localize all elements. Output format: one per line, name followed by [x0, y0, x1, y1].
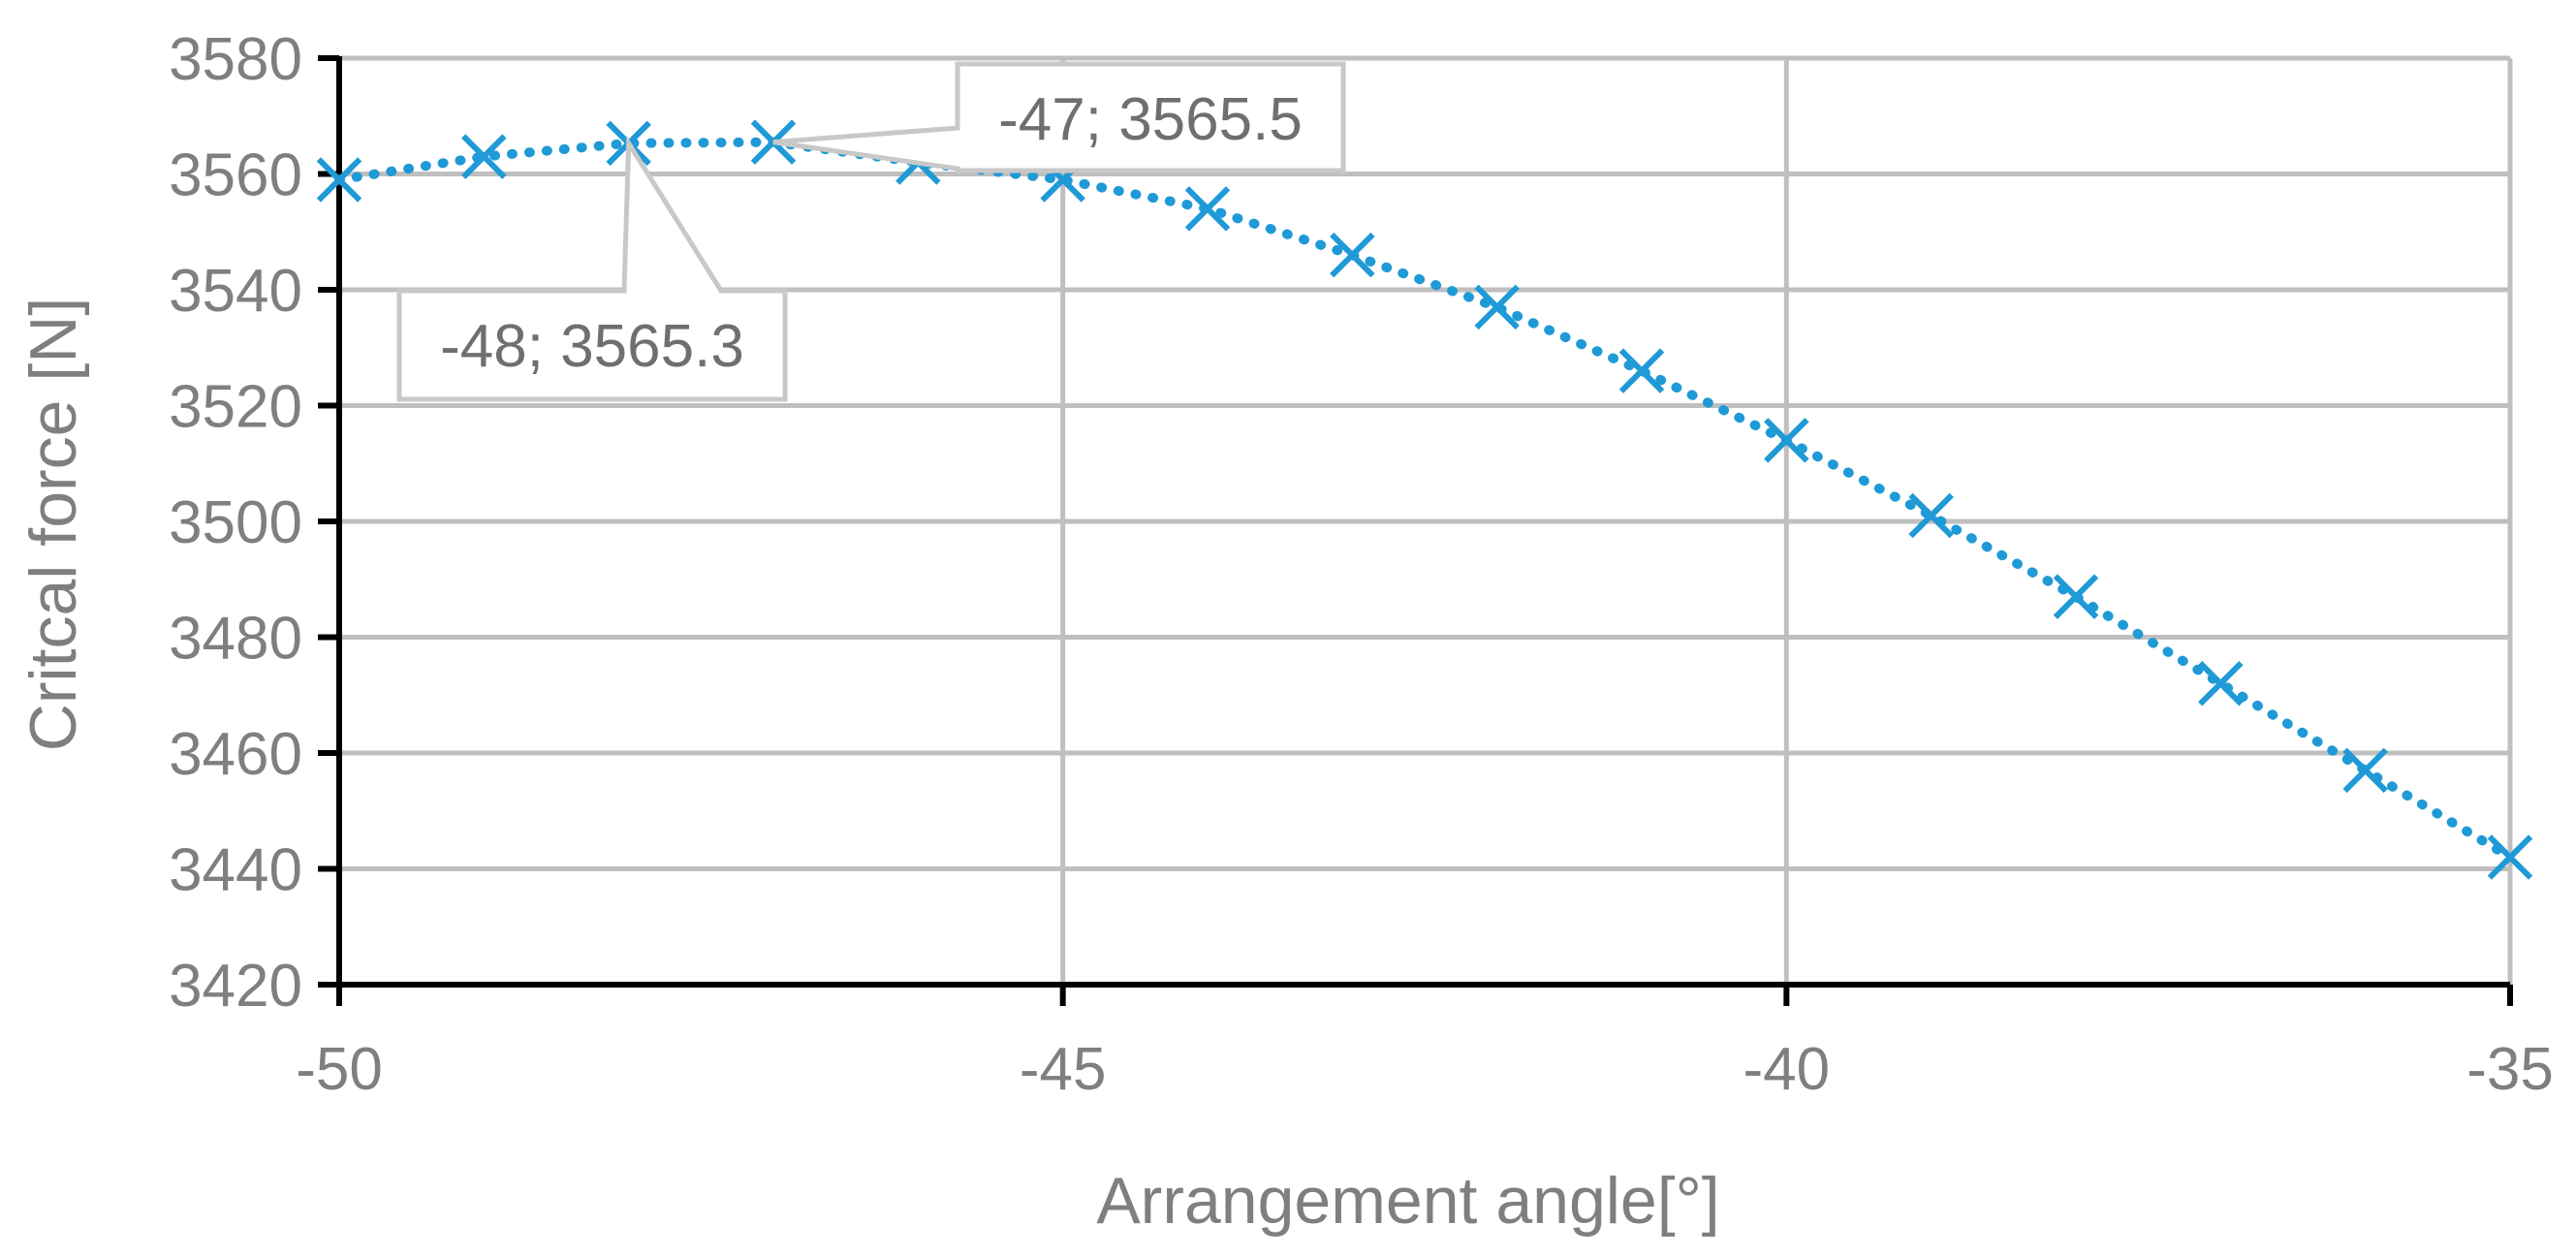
callouts: -48; 3565.3 -47; 3565.5	[396, 61, 1346, 402]
y-axis-title: Critcal force [N]	[16, 298, 90, 752]
data-point	[1330, 232, 1375, 278]
y-tick-label: 3440	[169, 837, 302, 904]
series	[316, 119, 2533, 880]
y-tick-label: 3520	[169, 374, 302, 441]
x-tick-label: -35	[2466, 1036, 2554, 1103]
y-tick-label: 3540	[169, 258, 302, 325]
y-tick-label: 3460	[169, 721, 302, 788]
y-tick-label: 3500	[169, 489, 302, 556]
data-point	[2198, 661, 2244, 706]
y-tick-label: 3560	[169, 142, 302, 209]
data-point	[316, 157, 362, 203]
data-point	[2342, 747, 2388, 794]
x-tick-label: -40	[1744, 1036, 1831, 1103]
data-callout-label: -48; 3565.3	[440, 313, 744, 380]
data-point	[1764, 418, 1809, 463]
data-point	[1184, 186, 1231, 232]
data-point	[1618, 348, 1665, 393]
tick-labels: 3420 3440 3460 3480 3500 3520 3540 3560 3580 -50 -…	[169, 26, 2554, 1103]
data-point	[2053, 574, 2099, 619]
data-callout-label: -47; 3565.5	[998, 86, 1303, 153]
data-point	[461, 134, 507, 179]
data-point	[1908, 492, 1954, 539]
data-point	[2487, 834, 2533, 880]
x-tick-label: -50	[296, 1036, 383, 1103]
x-tick-label: -45	[1020, 1036, 1107, 1103]
y-tick-label: 3580	[169, 26, 302, 93]
data-callout-box	[396, 135, 788, 402]
series-line	[334, 137, 2515, 863]
data-callout-box	[772, 61, 1346, 173]
axes	[318, 55, 2513, 1006]
y-tick-label: 3420	[169, 953, 302, 1020]
x-axis-title: Arrangement angle[°]	[1096, 1164, 1719, 1238]
y-tick-label: 3480	[169, 606, 302, 673]
data-point	[1474, 284, 1520, 330]
